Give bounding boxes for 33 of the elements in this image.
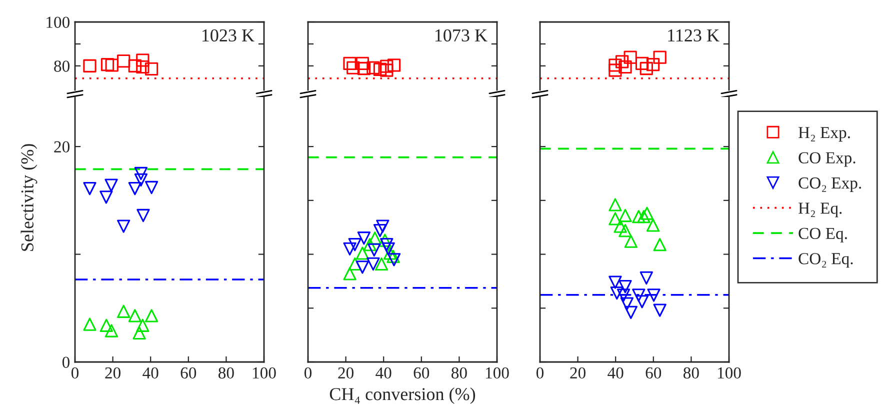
x-tick-label: 60 bbox=[180, 367, 196, 379]
legend-label: H₂ Eq. bbox=[798, 202, 842, 218]
x-tick-label: 0 bbox=[71, 367, 79, 379]
x-tick-label: 80 bbox=[684, 367, 699, 379]
legend-label: CO₂ Exp. bbox=[798, 177, 862, 192]
x-tick-label: 80 bbox=[218, 367, 234, 379]
x-tick-label: 40 bbox=[608, 367, 624, 379]
x-tick-label: 100 bbox=[486, 367, 509, 379]
y-tick-label: 100 bbox=[46, 16, 70, 28]
x-tick-label: 20 bbox=[338, 367, 354, 379]
x-axis-title: CH₄ conversion (%) bbox=[330, 388, 476, 404]
x-tick-label: 40 bbox=[376, 367, 392, 379]
y-tick-label: 20 bbox=[54, 141, 70, 152]
legend-label: H₂ Exp. bbox=[798, 127, 850, 142]
legend-label: CO Eq. bbox=[798, 228, 847, 242]
x-tick-label: 100 bbox=[252, 367, 276, 379]
annotation: 1023 K bbox=[202, 29, 254, 42]
annotation: 1123 K bbox=[668, 29, 720, 42]
x-tick-label: 20 bbox=[570, 367, 586, 379]
legend-label: CO Exp. bbox=[798, 152, 856, 167]
x-tick-label: 100 bbox=[718, 367, 741, 379]
annotation: 1073 K bbox=[435, 29, 488, 42]
x-tick-label: 60 bbox=[414, 367, 430, 379]
x-tick-label: 60 bbox=[646, 367, 662, 379]
x-tick-label: 20 bbox=[105, 367, 120, 379]
y-axis-title: Selectivity (%) bbox=[20, 144, 38, 251]
x-tick-label: 0 bbox=[536, 367, 544, 379]
y-tick-label: 80 bbox=[54, 60, 70, 72]
y-tick-label: 0 bbox=[62, 356, 70, 368]
x-tick-label: 40 bbox=[142, 367, 158, 379]
x-tick-label: 80 bbox=[452, 367, 467, 379]
x-tick-label: 0 bbox=[304, 367, 312, 379]
legend-label: CO₂ Eq. bbox=[798, 253, 853, 268]
